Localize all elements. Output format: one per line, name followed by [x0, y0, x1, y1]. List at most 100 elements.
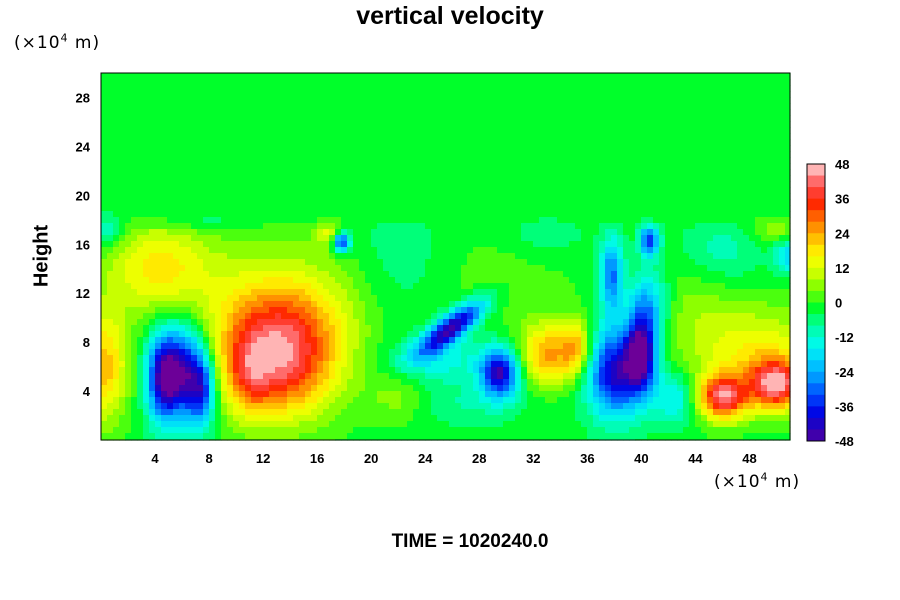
- heatmap-cell: [113, 103, 120, 110]
- heatmap-cell: [233, 379, 240, 386]
- heatmap-cell: [563, 331, 570, 338]
- heatmap-cell: [557, 217, 564, 224]
- heatmap-cell: [377, 103, 384, 110]
- heatmap-cell: [245, 217, 252, 224]
- heatmap-cell: [461, 337, 468, 344]
- heatmap-cell: [125, 229, 132, 236]
- heatmap-cell: [215, 379, 222, 386]
- heatmap-cell: [575, 421, 582, 428]
- heatmap-cell: [317, 97, 324, 104]
- heatmap-cell: [221, 163, 228, 170]
- heatmap-cell: [137, 157, 144, 164]
- heatmap-cell: [131, 265, 138, 272]
- heatmap-cell: [131, 301, 138, 308]
- heatmap-cell: [119, 301, 126, 308]
- heatmap-cell: [155, 295, 162, 302]
- heatmap-cell: [251, 373, 258, 380]
- heatmap-cell: [341, 403, 348, 410]
- heatmap-cell: [179, 109, 186, 116]
- heatmap-cell: [521, 415, 528, 422]
- heatmap-cell: [437, 331, 444, 338]
- heatmap-cell: [509, 103, 516, 110]
- heatmap-cell: [275, 283, 282, 290]
- heatmap-cell: [503, 91, 510, 98]
- heatmap-cell: [377, 253, 384, 260]
- heatmap-cell: [353, 403, 360, 410]
- heatmap-cell: [551, 415, 558, 422]
- heatmap-cell: [149, 169, 156, 176]
- heatmap-cell: [539, 205, 546, 212]
- heatmap-cell: [575, 157, 582, 164]
- heatmap-cell: [443, 289, 450, 296]
- heatmap-cell: [329, 355, 336, 362]
- heatmap-cell: [233, 187, 240, 194]
- heatmap-cell: [563, 79, 570, 86]
- heatmap-cell: [125, 355, 132, 362]
- heatmap-cell: [521, 367, 528, 374]
- heatmap-cell: [497, 433, 504, 440]
- heatmap-cell: [341, 223, 348, 230]
- heatmap-cell: [545, 103, 552, 110]
- heatmap-cell: [317, 121, 324, 128]
- heatmap-cell: [257, 355, 264, 362]
- heatmap-cell: [137, 271, 144, 278]
- heatmap-cell: [365, 109, 372, 116]
- heatmap-cell: [521, 373, 528, 380]
- heatmap-cell: [107, 259, 114, 266]
- heatmap-cell: [551, 187, 558, 194]
- heatmap-cell: [473, 361, 480, 368]
- heatmap-cell: [167, 199, 174, 206]
- heatmap-cell: [395, 151, 402, 158]
- heatmap-cell: [329, 187, 336, 194]
- heatmap-cell: [431, 109, 438, 116]
- heatmap-cell: [527, 139, 534, 146]
- heatmap-cell: [401, 343, 408, 350]
- heatmap-cell: [215, 157, 222, 164]
- heatmap-cell: [497, 259, 504, 266]
- heatmap-cell: [377, 211, 384, 218]
- heatmap-cell: [461, 241, 468, 248]
- heatmap-cell: [551, 391, 558, 398]
- heatmap-cell: [395, 163, 402, 170]
- heatmap-cell: [377, 433, 384, 440]
- heatmap-cell: [491, 415, 498, 422]
- heatmap-cell: [419, 223, 426, 230]
- heatmap-cell: [179, 319, 186, 326]
- heatmap-cell: [407, 133, 414, 140]
- heatmap-cell: [377, 331, 384, 338]
- heatmap-cell: [401, 187, 408, 194]
- heatmap-cell: [329, 163, 336, 170]
- heatmap-cell: [569, 379, 576, 386]
- heatmap-cell: [371, 163, 378, 170]
- heatmap-cell: [287, 73, 294, 80]
- heatmap-cell: [575, 133, 582, 140]
- heatmap-cell: [473, 397, 480, 404]
- heatmap-cell: [233, 211, 240, 218]
- heatmap-cell: [407, 319, 414, 326]
- heatmap-cell: [203, 193, 210, 200]
- heatmap-cell: [551, 91, 558, 98]
- heatmap-cell: [515, 199, 522, 206]
- heatmap-cell: [413, 271, 420, 278]
- heatmap-cell: [407, 331, 414, 338]
- heatmap-cell: [227, 103, 234, 110]
- heatmap-cell: [473, 187, 480, 194]
- heatmap-cell: [443, 91, 450, 98]
- heatmap-cell: [353, 415, 360, 422]
- heatmap-cell: [179, 145, 186, 152]
- heatmap-cell: [455, 361, 462, 368]
- heatmap-cell: [257, 295, 264, 302]
- heatmap-cell: [353, 103, 360, 110]
- heatmap-cell: [215, 139, 222, 146]
- heatmap-cell: [275, 331, 282, 338]
- heatmap-cell: [269, 145, 276, 152]
- heatmap-cell: [557, 145, 564, 152]
- heatmap-cell: [473, 307, 480, 314]
- heatmap-cell: [359, 403, 366, 410]
- heatmap-cell: [581, 223, 588, 230]
- heatmap-cell: [341, 295, 348, 302]
- heatmap-cell: [353, 355, 360, 362]
- heatmap-cell: [335, 433, 342, 440]
- heatmap-cell: [479, 175, 486, 182]
- x-unit-exponent: 4: [760, 470, 769, 484]
